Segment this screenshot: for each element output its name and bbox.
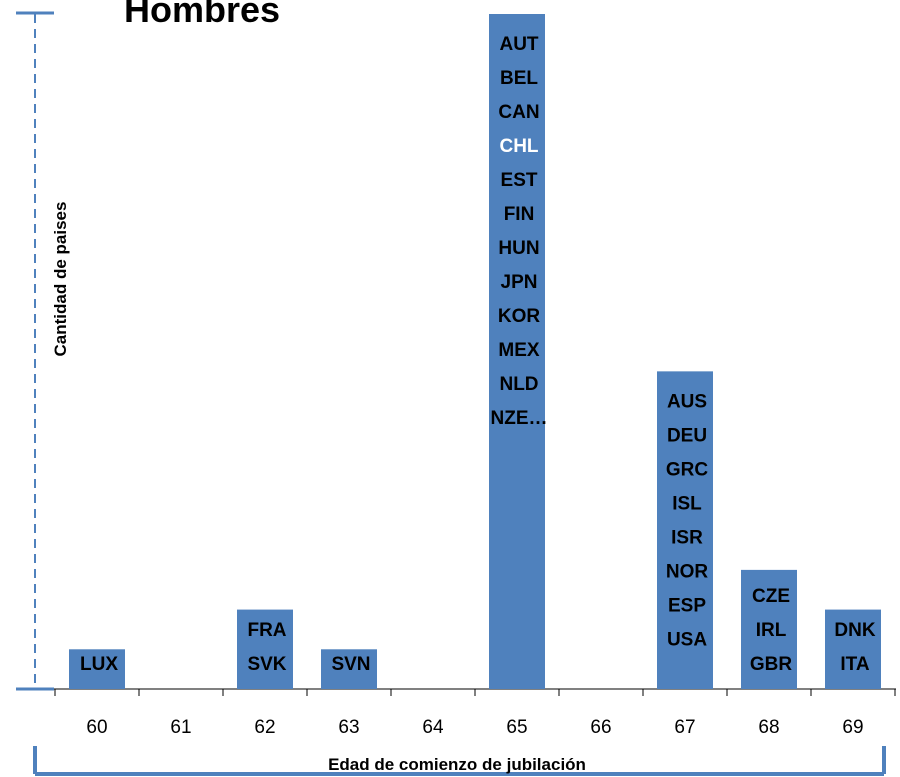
bar-data-label: FRA: [247, 620, 286, 641]
bar: [489, 14, 545, 689]
bar: [825, 609, 881, 689]
bar: [657, 371, 713, 689]
x-tick-label: 64: [422, 717, 444, 738]
bar-data-label: FIN: [504, 204, 535, 225]
x-tick-labels: 60 61 62 63 64 65 66 67 68 69: [86, 717, 863, 738]
x-tick-label: 65: [506, 717, 527, 738]
x-tick-marks: [54, 689, 896, 696]
x-tick-label: 60: [86, 717, 107, 738]
bar-data-label: SVK: [247, 654, 286, 675]
bar-data-label: GBR: [750, 654, 793, 675]
chart-title: Hombres: [124, 0, 280, 30]
bar-data-label: EST: [501, 170, 538, 191]
bar-data-label: ESP: [668, 595, 706, 616]
bar: [237, 609, 293, 689]
bar-data-label: JPN: [501, 272, 538, 293]
bar-data-label: ISL: [672, 493, 702, 514]
bar-data-label: ITA: [840, 654, 869, 675]
bar-data-label: NZE…: [491, 408, 548, 429]
bar-data-label: USA: [667, 629, 707, 650]
bar-data-label: AUS: [667, 391, 707, 412]
x-tick-label: 66: [590, 717, 611, 738]
bar-data-label: SVN: [331, 654, 370, 675]
bar-data-label: NLD: [499, 374, 538, 395]
bar-data-label: HUN: [498, 238, 539, 259]
x-tick-label: 69: [842, 717, 863, 738]
x-tick-label: 61: [170, 717, 191, 738]
x-tick-label: 67: [674, 717, 695, 738]
bar-data-label: NOR: [666, 561, 709, 582]
bar: [321, 649, 377, 689]
bar-data-label: GRC: [666, 459, 709, 480]
bar-data-label: CHL: [499, 136, 538, 157]
bar-data-label: AUT: [499, 34, 538, 55]
bar-data-label: DEU: [667, 425, 707, 446]
bar-data-label: ISR: [671, 527, 703, 548]
bar: [69, 649, 125, 689]
bar-data-label: CAN: [498, 102, 539, 123]
bar-data-label: LUX: [80, 654, 118, 675]
x-tick-label: 63: [338, 717, 359, 738]
bar-data-label: DNK: [834, 620, 875, 641]
bar-data-label: MEX: [498, 340, 540, 361]
x-tick-label: 62: [254, 717, 275, 738]
bar: [741, 569, 797, 689]
bar-data-label: KOR: [498, 306, 541, 327]
bar-data-label: CZE: [752, 586, 790, 607]
x-tick-label: 68: [758, 717, 779, 738]
x-axis-label: Edad de comienzo de jubilación: [328, 755, 586, 774]
bar-data-label: BEL: [500, 68, 538, 89]
bars: LUX FRA SVK SVN AUT BEL CAN CHL EST FIN HUN JPN KOR M…: [69, 14, 881, 689]
y-axis-label: Cantidad de paises: [51, 202, 70, 357]
bar-data-label: IRL: [756, 620, 787, 641]
